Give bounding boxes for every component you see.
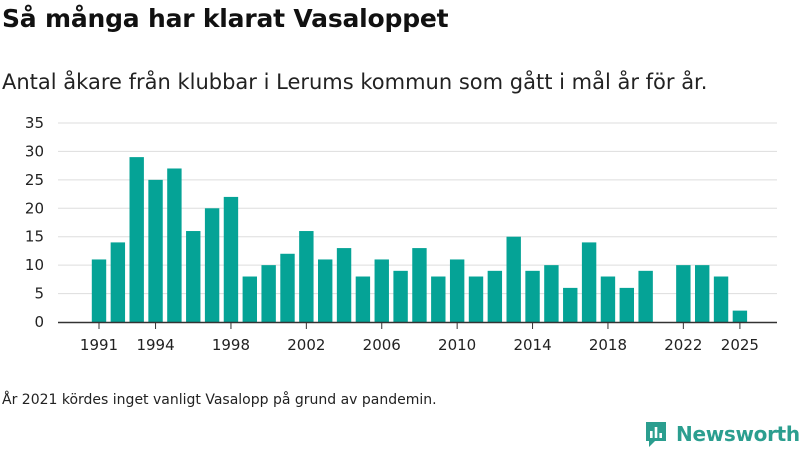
x-tick-label: 2018: [589, 336, 627, 354]
bar-2005: [355, 276, 371, 322]
bar-2000: [261, 265, 276, 322]
bar-1992: [110, 242, 126, 322]
bar-1993: [129, 157, 144, 322]
bar-2024: [713, 276, 729, 322]
bar-2013: [506, 236, 521, 322]
x-tick-label: 2010: [438, 336, 476, 354]
bar-2012: [487, 270, 503, 322]
bar-2007: [393, 270, 408, 322]
bar-2023: [695, 265, 710, 322]
bar-2008: [412, 248, 427, 322]
y-tick-label: 30: [25, 142, 44, 160]
bar-2011: [468, 276, 484, 322]
y-tick-label: 0: [34, 313, 44, 331]
bar-1997: [204, 208, 220, 322]
footnote: År 2021 kördes inget vanligt Vasalopp på…: [2, 392, 437, 408]
x-tick-label: 2002: [287, 336, 325, 354]
chart-title: Så många har klarat Vasaloppet: [2, 4, 449, 33]
bar-1991: [91, 259, 107, 322]
chart-subtitle: Antal åkare från klubbar i Lerums kommun…: [2, 70, 708, 94]
x-tick-label: 2014: [513, 336, 551, 354]
bar-2015: [544, 265, 559, 322]
bar-2020: [638, 270, 653, 322]
y-tick-label: 10: [25, 256, 44, 274]
y-tick-label: 20: [25, 199, 44, 217]
bar-1998: [223, 196, 239, 322]
bar-2009: [431, 276, 446, 322]
bar-1994: [148, 179, 163, 322]
bar-2006: [374, 259, 389, 322]
x-tick-label: 2006: [363, 336, 401, 354]
x-tick-label: 1994: [136, 336, 174, 354]
bar-1999: [242, 276, 257, 322]
bar-2014: [525, 270, 540, 322]
newsworthy-logo-icon: [646, 422, 666, 447]
bar-1996: [186, 231, 201, 322]
x-tick-label: 1991: [80, 336, 118, 354]
brand-name: Newsworthy: [676, 422, 800, 446]
x-tick-label: 2025: [721, 336, 759, 354]
bar-2010: [449, 259, 465, 322]
bar-2025: [732, 310, 748, 322]
bar-2003: [318, 259, 333, 322]
bar-2016: [563, 287, 578, 322]
brand-logo: Newsworthy: [644, 420, 800, 448]
bar-2018: [600, 276, 616, 322]
bar-2002: [299, 231, 314, 322]
y-tick-label: 5: [34, 285, 44, 303]
bar-2022: [676, 265, 691, 322]
bar-2017: [581, 242, 597, 322]
bar-2004: [336, 248, 352, 322]
bar-2019: [619, 287, 634, 322]
bar-1995: [167, 168, 182, 322]
x-tick-label: 1998: [212, 336, 250, 354]
x-tick-label: 2022: [664, 336, 702, 354]
y-tick-label: 15: [25, 228, 44, 246]
y-tick-label: 25: [25, 171, 44, 189]
bar-2001: [280, 253, 295, 322]
y-tick-label: 35: [25, 114, 44, 132]
